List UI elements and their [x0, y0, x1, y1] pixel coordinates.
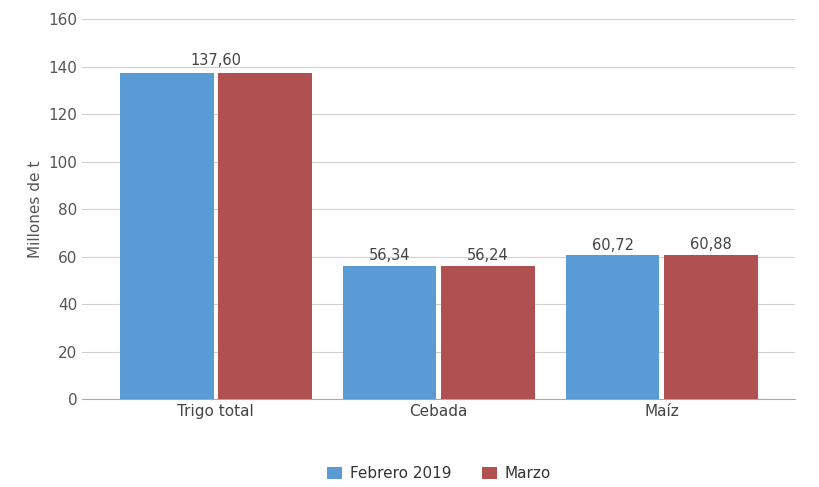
Text: 60,72: 60,72 — [590, 238, 633, 253]
Bar — [565, 255, 658, 399]
Legend: Febrero 2019, Marzo: Febrero 2019, Marzo — [320, 460, 556, 487]
Text: 56,34: 56,34 — [369, 248, 410, 263]
Y-axis label: Millones de t: Millones de t — [28, 161, 43, 258]
Bar — [342, 265, 436, 399]
Bar — [441, 266, 534, 399]
Bar — [120, 73, 213, 399]
Text: 60,88: 60,88 — [689, 238, 731, 252]
Text: 56,24: 56,24 — [466, 248, 508, 263]
Bar — [663, 255, 757, 399]
Bar — [218, 73, 311, 399]
Text: 137,60: 137,60 — [190, 54, 241, 68]
